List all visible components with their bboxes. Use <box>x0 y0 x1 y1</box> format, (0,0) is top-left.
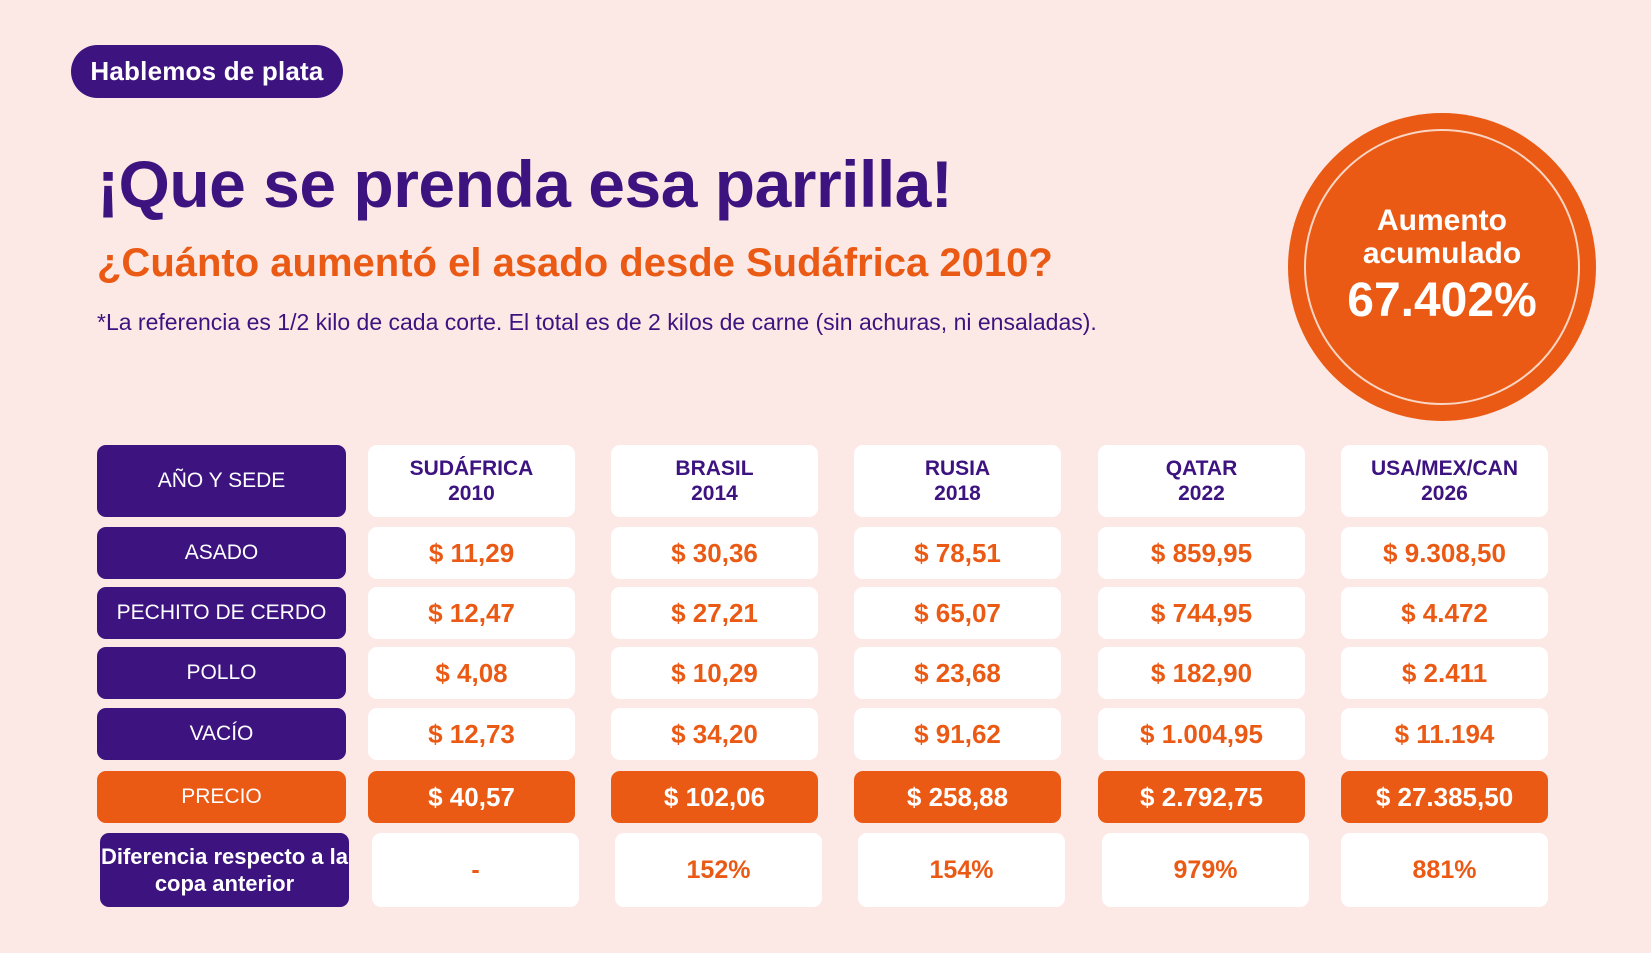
column-header: QATAR 2022 <box>1098 445 1305 517</box>
total-cell: $ 40,57 <box>368 771 575 823</box>
row-label: VACÍO <box>97 708 346 760</box>
price-cell: $ 12,73 <box>368 708 575 760</box>
price-cell: $ 1.004,95 <box>1098 708 1305 760</box>
accumulated-increase-label: Aumento acumulado <box>1362 204 1522 271</box>
difference-cell: - <box>372 833 579 907</box>
row-label: ASADO <box>97 527 346 579</box>
price-cell: $ 182,90 <box>1098 647 1305 699</box>
price-cell: $ 10,29 <box>611 647 818 699</box>
price-cell: $ 744,95 <box>1098 587 1305 639</box>
total-cell: $ 27.385,50 <box>1341 771 1548 823</box>
difference-cell: 154% <box>858 833 1065 907</box>
total-label: PRECIO <box>97 771 346 823</box>
price-cell: $ 65,07 <box>854 587 1061 639</box>
price-cell: $ 859,95 <box>1098 527 1305 579</box>
price-cell: $ 91,62 <box>854 708 1061 760</box>
total-cell: $ 2.792,75 <box>1098 771 1305 823</box>
price-cell: $ 11.194 <box>1341 708 1548 760</box>
price-cell: $ 11,29 <box>368 527 575 579</box>
difference-label: Diferencia respecto a la copa anterior <box>100 833 349 907</box>
price-cell: $ 4.472 <box>1341 587 1548 639</box>
price-cell: $ 2.411 <box>1341 647 1548 699</box>
accumulated-increase-value: 67.402% <box>1347 274 1537 328</box>
price-cell: $ 30,36 <box>611 527 818 579</box>
difference-cell: 152% <box>615 833 822 907</box>
column-header: BRASIL 2014 <box>611 445 818 517</box>
page-title: ¡Que se prenda esa parrilla! <box>97 147 953 221</box>
difference-cell: 979% <box>1102 833 1309 907</box>
row-label: POLLO <box>97 647 346 699</box>
total-cell: $ 258,88 <box>854 771 1061 823</box>
row-label: PECHITO DE CERDO <box>97 587 346 639</box>
price-cell: $ 9.308,50 <box>1341 527 1548 579</box>
price-cell: $ 27,21 <box>611 587 818 639</box>
price-cell: $ 34,20 <box>611 708 818 760</box>
column-header: RUSIA 2018 <box>854 445 1061 517</box>
total-cell: $ 102,06 <box>611 771 818 823</box>
reference-note: *La referencia es 1/2 kilo de cada corte… <box>97 309 1097 335</box>
price-cell: $ 12,47 <box>368 587 575 639</box>
header-label: AÑO Y SEDE <box>97 445 346 517</box>
accumulated-increase-ring: Aumento acumulado 67.402% <box>1304 129 1580 405</box>
page-subtitle: ¿Cuánto aumentó el asado desde Sudáfrica… <box>97 241 1053 285</box>
price-cell: $ 4,08 <box>368 647 575 699</box>
accumulated-increase-circle: Aumento acumulado 67.402% <box>1288 113 1596 421</box>
column-header: SUDÁFRICA 2010 <box>368 445 575 517</box>
price-cell: $ 23,68 <box>854 647 1061 699</box>
column-header: USA/MEX/CAN 2026 <box>1341 445 1548 517</box>
price-cell: $ 78,51 <box>854 527 1061 579</box>
section-badge: Hablemos de plata <box>71 45 343 98</box>
difference-cell: 881% <box>1341 833 1548 907</box>
